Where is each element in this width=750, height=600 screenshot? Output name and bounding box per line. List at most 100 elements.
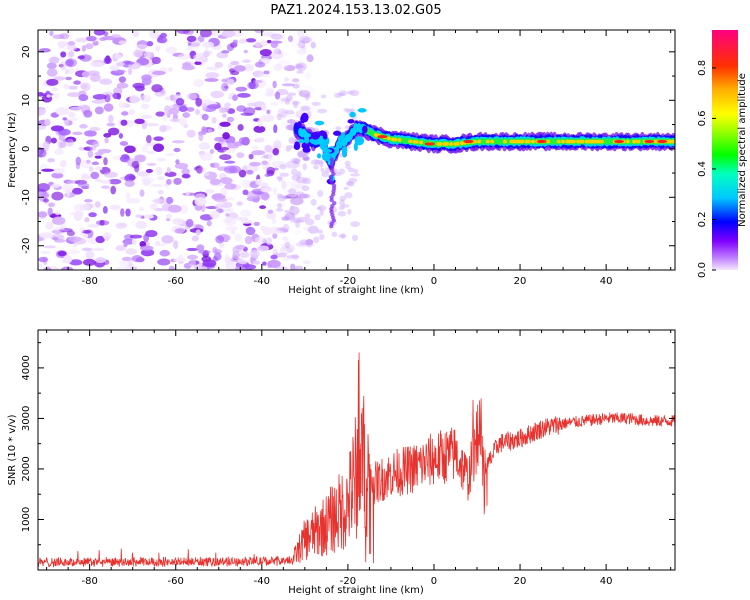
spectrogram-noise-blob [118, 40, 128, 45]
spectrogram-noise-blob [95, 257, 106, 264]
spectrogram-noise-blob [253, 221, 260, 226]
spectrogram-noise-blob [266, 39, 272, 44]
x-tick-label: 40 [600, 276, 613, 287]
spectrogram-noise-blob [290, 263, 296, 270]
spectrogram-noise-blob [210, 90, 225, 99]
spectrogram-noise-blob [236, 201, 243, 206]
x-tick-label: -80 [81, 276, 97, 287]
track-yellow [477, 139, 482, 144]
y-tick-label: 4000 [21, 355, 32, 380]
spectrogram-noise-blob [280, 51, 288, 57]
track-peak [536, 139, 547, 144]
spectrogram-noise-blob [267, 209, 274, 214]
spectrogram-noise-blob [266, 166, 276, 175]
spectrogram-noise-blob [108, 178, 122, 185]
spectrogram-noise-blob [61, 183, 74, 193]
spectrogram-noise-blob [245, 226, 256, 236]
spectrogram-noise-blob [63, 254, 73, 264]
spectrogram-noise-blob [297, 153, 308, 159]
spectrogram-noise-blob [295, 191, 305, 196]
spectrogram-noise-blob [51, 191, 64, 201]
track-streak [329, 166, 335, 171]
spectrogram-noise-blob [146, 134, 152, 144]
spectrogram-noise-blob [304, 71, 312, 80]
spectrogram-noise-blob [234, 244, 246, 250]
spectrogram-noise-blob [294, 64, 304, 69]
spectrogram-noise-blob [143, 51, 154, 59]
spectrogram-noise-blob [150, 183, 164, 188]
spectrogram-noise-blob [118, 76, 126, 83]
spectrogram-noise-blob [270, 254, 278, 260]
spectrogram-noise-blob [272, 187, 278, 195]
spectrogram-noise-blob [251, 145, 259, 150]
spectrogram-noise-blob [350, 173, 360, 177]
spectrogram-noise-blob [319, 209, 324, 216]
spectrogram-noise-blob [319, 234, 325, 240]
track-yellow [438, 142, 443, 146]
track-yellow [526, 139, 531, 144]
spectrogram-noise-blob [295, 220, 301, 228]
spectrogram-noise-blob [227, 197, 235, 201]
spectrogram-noise-blob [51, 87, 58, 92]
spectrogram-noise-blob [103, 132, 112, 138]
x-tick-label: -20 [340, 276, 356, 287]
spectrogram-noise-blob [187, 254, 198, 260]
spectrogram-noise-blob [247, 102, 257, 107]
spectrogram-noise-blob [202, 259, 217, 268]
spectrogram-noise-blob [68, 236, 82, 242]
spectrogram-noise-blob [266, 211, 276, 220]
spectrogram-noise-blob [107, 127, 120, 136]
spectrogram-y-axis-label: Frequency (Hz) [7, 112, 18, 188]
spectrogram-noise-blob [186, 92, 198, 100]
spectrogram-noise-blob [164, 96, 171, 101]
spectrogram-noise-blob [344, 192, 353, 199]
spectrogram-noise-blob [291, 168, 298, 176]
spectrogram-noise-blob [152, 70, 166, 76]
x-tick-label: -60 [168, 276, 184, 287]
track-yellow [520, 139, 525, 144]
spectrogram-noise-blob [216, 51, 229, 59]
spectrogram-noise-blob [254, 61, 266, 68]
spectrogram-noise-blob [199, 152, 213, 161]
spectrogram-noise-blob [102, 206, 108, 214]
spectrogram-noise-blob [156, 36, 168, 44]
spectrogram-noise-blob [124, 179, 135, 188]
spectrogram-noise-blob [229, 70, 240, 76]
spectrogram-noise-blob [290, 80, 302, 85]
spectrogram-noise-blob [226, 207, 235, 213]
track-yellow [386, 136, 391, 141]
spectrogram-noise-blob [159, 249, 171, 257]
spectrogram-noise-blob [54, 148, 64, 156]
spectrogram-noise-blob [261, 114, 275, 122]
spectrogram-noise-blob [68, 65, 75, 75]
spectrogram-noise-blob [87, 149, 94, 158]
spectrogram-noise-blob [114, 69, 127, 74]
track-yellow [636, 139, 641, 144]
spectrogram-noise-blob [83, 109, 93, 118]
spectrogram-noise-blob [115, 62, 125, 67]
spectrogram-noise-blob [311, 101, 321, 106]
track-streak [329, 209, 334, 214]
spectrogram-noise-blob [69, 259, 83, 266]
spectrogram-noise-blob [317, 190, 324, 198]
spectrogram-noise-blob [302, 177, 311, 185]
spectrogram-noise-blob [276, 176, 283, 180]
spectrogram-noise-blob [104, 137, 109, 144]
spectrogram-noise-blob [227, 108, 236, 115]
spectrogram-noise-blob [147, 150, 156, 155]
spectrogram-noise-blob [307, 225, 319, 234]
spectrogram-noise-blob [284, 241, 291, 249]
spectrogram-noise-blob [222, 113, 227, 118]
spectrogram-noise-blob [194, 197, 207, 206]
spectrogram-noise-blob [261, 160, 268, 166]
spectrogram-noise-blob [68, 50, 75, 57]
spectrogram-noise-blob [67, 92, 81, 98]
spectrogram-noise-blob [84, 217, 90, 223]
spectrogram-noise-blob [38, 256, 49, 263]
spectrogram-noise-blob [244, 235, 253, 245]
spectrogram-noise-blob [334, 92, 343, 98]
x-tick-label: 0 [431, 576, 437, 587]
spectrogram-noise-blob [211, 117, 217, 124]
spectrogram-noise-blob [114, 53, 122, 60]
spectrogram-noise-blob [349, 108, 355, 113]
